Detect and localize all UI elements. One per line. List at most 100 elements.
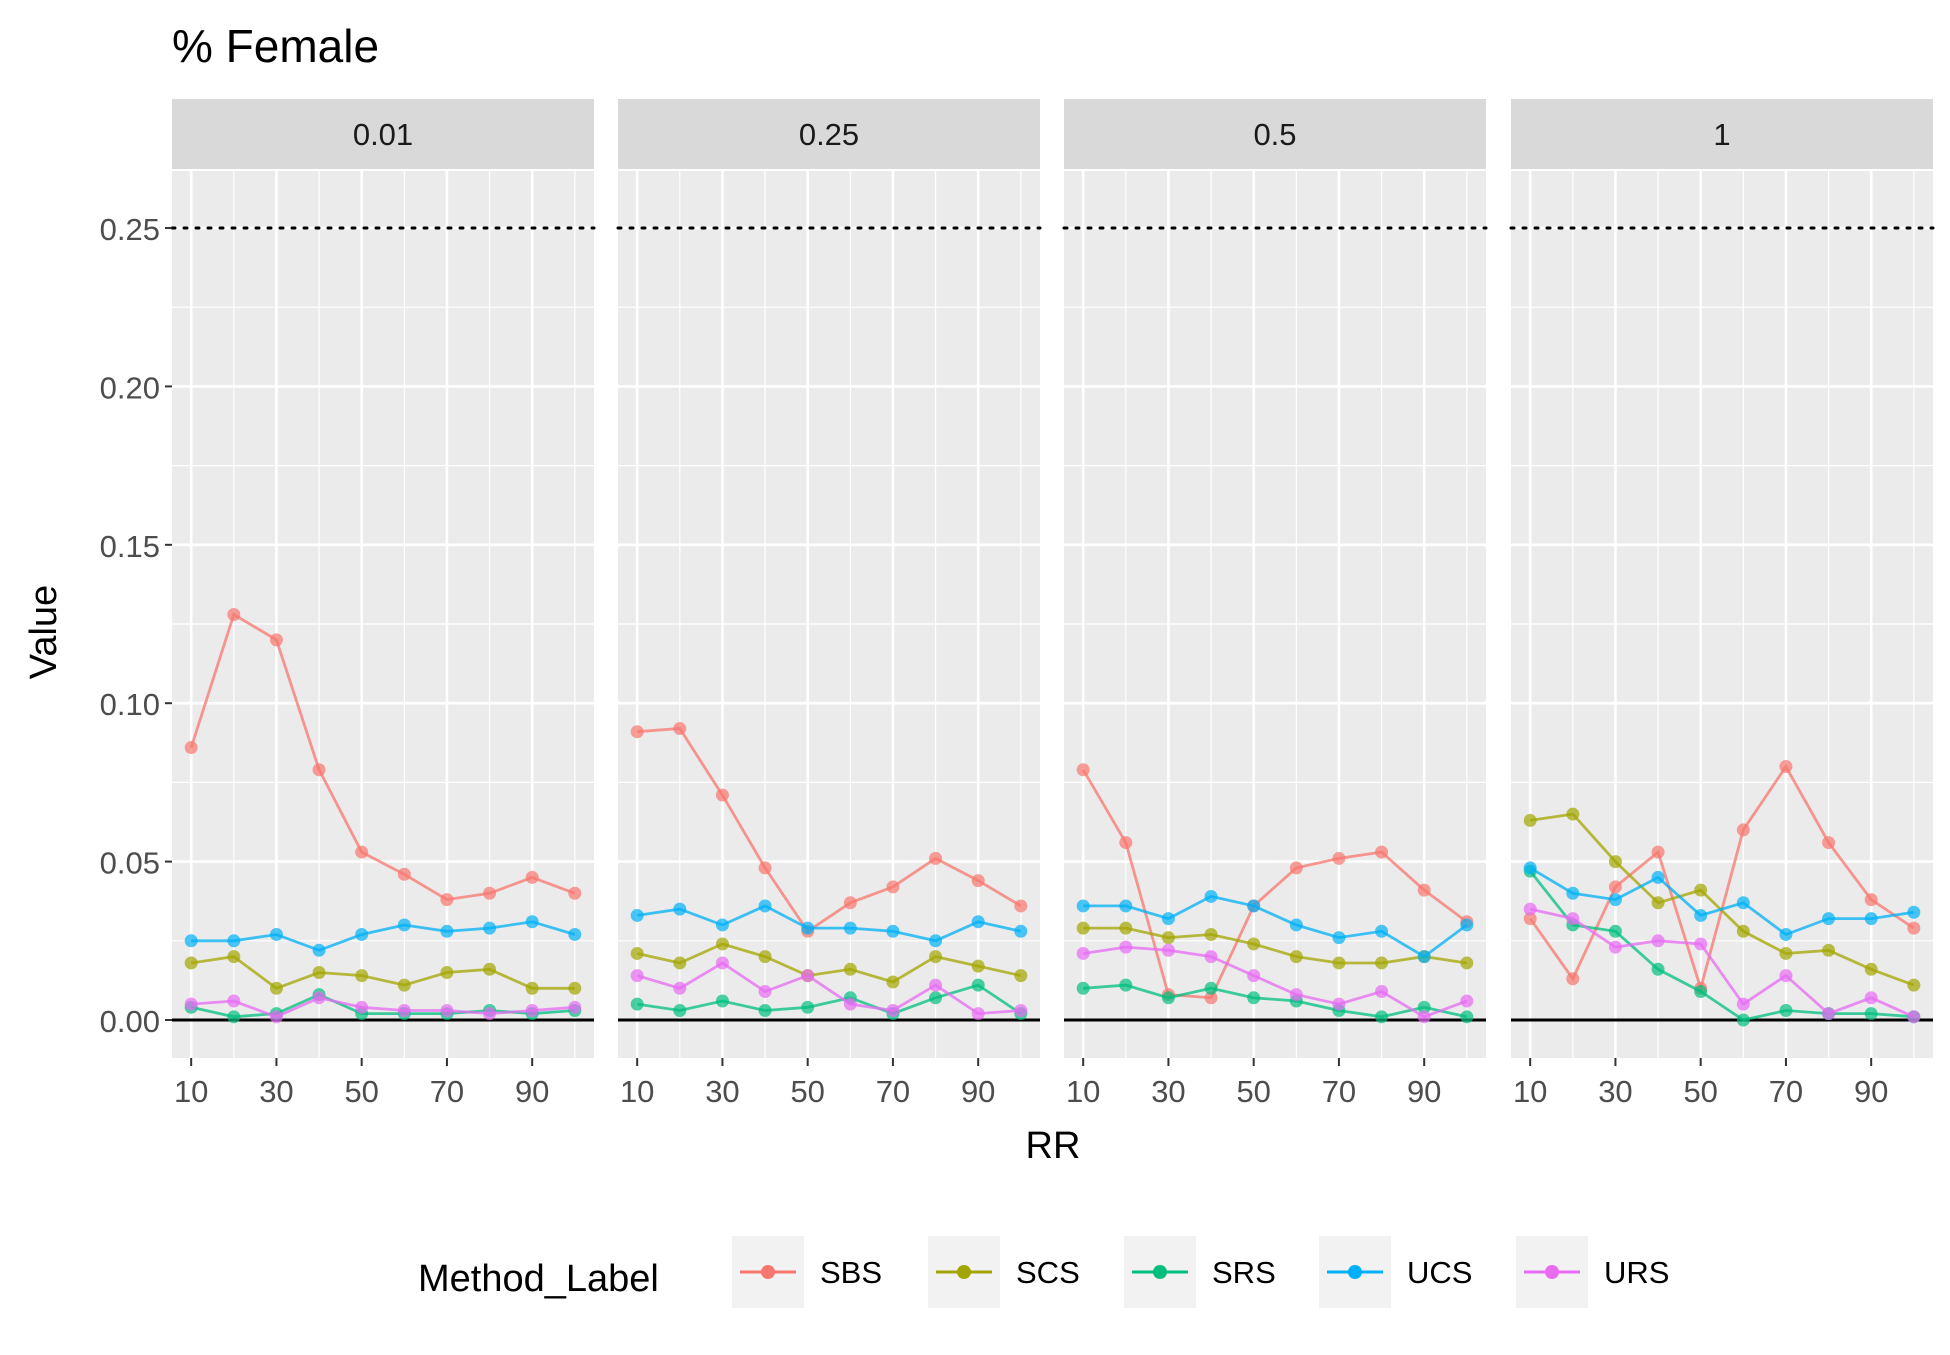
data-point-SCS	[568, 981, 582, 995]
x-tick-label: 50	[1236, 1074, 1270, 1109]
data-point-URS	[1694, 937, 1708, 951]
data-point-URS	[971, 1007, 985, 1021]
data-point-UCS	[184, 934, 198, 948]
data-point-SRS	[1119, 978, 1133, 992]
legend-key-point	[1348, 1265, 1362, 1279]
data-point-SCS	[843, 962, 857, 976]
data-point-URS	[1523, 902, 1537, 916]
series-line-URS	[1529, 907, 1915, 1019]
y-tick-label: 0.10	[100, 687, 160, 722]
data-point-URS	[312, 991, 326, 1005]
data-point-UCS	[758, 899, 772, 913]
data-point-SCS	[1779, 946, 1793, 960]
facet-panels: 0.01 10 30 50 70 90 0.25 10 30 50 70 90 0.5 10 30 50 70 9…	[170, 99, 1935, 1109]
legend: Method_Label SBS SCS SRS UCS URS	[418, 1236, 1669, 1308]
facet-panel-0_25: 0.25 10 30 50 70 90	[616, 99, 1042, 1109]
data-point-UCS	[1204, 889, 1218, 903]
data-point-URS	[715, 956, 729, 970]
data-point-SCS	[440, 965, 454, 979]
series-line-SCS	[636, 942, 1022, 984]
panel-background	[618, 171, 1040, 1058]
data-point-SCS	[1119, 921, 1133, 935]
data-point-URS	[1247, 969, 1261, 983]
data-point-SBS	[673, 722, 687, 736]
x-tick-label: 70	[876, 1074, 910, 1109]
facet-strip	[1064, 99, 1486, 169]
series-line-SRS	[1529, 870, 1914, 1022]
data-point-SBS	[843, 896, 857, 910]
data-point-SCS	[630, 946, 644, 960]
legend-label: SRS	[1212, 1255, 1276, 1290]
data-point-SRS	[630, 997, 644, 1011]
data-point-SRS	[1076, 981, 1090, 995]
data-point-UCS	[1523, 861, 1537, 875]
x-tick-label: 70	[430, 1074, 464, 1109]
data-point-SCS	[929, 950, 943, 964]
data-point-UCS	[801, 921, 815, 935]
data-point-SBS	[1907, 921, 1921, 935]
data-point-UCS	[355, 927, 369, 941]
y-axis-label: Value	[23, 585, 65, 679]
data-point-SCS	[1694, 883, 1708, 897]
data-point-SBS	[525, 870, 539, 884]
data-point-URS	[1736, 997, 1750, 1011]
data-point-SBS	[1864, 893, 1878, 907]
data-point-URS	[1119, 940, 1133, 954]
facet-strip	[618, 99, 1040, 169]
data-point-SBS	[1736, 823, 1750, 837]
data-point-SBS	[1566, 972, 1580, 986]
legend-item-URS: URS	[1516, 1236, 1669, 1308]
data-point-SBS	[971, 874, 985, 888]
legend-key-point	[1153, 1265, 1167, 1279]
data-point-SBS	[227, 608, 241, 621]
data-point-SRS	[1460, 1010, 1474, 1024]
data-point-SBS	[1417, 883, 1431, 897]
data-point-UCS	[1417, 950, 1431, 964]
y-tick-label: 0.25	[100, 212, 160, 247]
data-point-UCS	[1651, 870, 1665, 884]
data-point-UCS	[1566, 886, 1580, 900]
data-point-URS	[525, 1003, 539, 1017]
data-point-URS	[568, 1000, 582, 1014]
data-point-SCS	[269, 981, 283, 995]
data-point-UCS	[1161, 912, 1175, 926]
data-point-SCS	[886, 975, 900, 989]
data-point-SBS	[630, 725, 644, 739]
data-point-UCS	[1736, 896, 1750, 910]
series-line-URS	[1082, 945, 1468, 1019]
data-point-SBS	[269, 633, 283, 647]
data-point-SRS	[1779, 1003, 1793, 1017]
facet-strip-label: 0.01	[353, 117, 413, 152]
data-point-SRS	[673, 1003, 687, 1017]
data-point-SCS	[673, 956, 687, 970]
x-tick-label: 10	[620, 1074, 654, 1109]
series-line-SCS	[190, 955, 575, 990]
data-point-SCS	[1289, 950, 1303, 964]
y-tick-label: 0.00	[100, 1004, 160, 1039]
data-point-URS	[1332, 997, 1346, 1011]
data-point-SBS	[1651, 845, 1665, 859]
facet-panel-0_01: 0.01 10 30 50 70 90	[170, 99, 596, 1109]
data-point-SBS	[1076, 763, 1090, 777]
data-point-UCS	[971, 915, 985, 929]
data-point-URS	[886, 1003, 900, 1017]
data-point-UCS	[397, 918, 411, 932]
legend-item-SBS: SBS	[732, 1236, 882, 1308]
legend-label: UCS	[1407, 1255, 1472, 1290]
data-point-UCS	[1119, 899, 1133, 913]
data-point-URS	[397, 1003, 411, 1017]
facet-strip-label: 0.5	[1253, 117, 1296, 152]
data-point-SRS	[1694, 984, 1708, 998]
series-line-SBS	[1081, 768, 1468, 1000]
data-point-URS	[483, 1007, 497, 1021]
data-point-SCS	[1332, 956, 1346, 970]
data-point-SRS	[1161, 991, 1175, 1005]
data-point-URS	[1779, 969, 1793, 983]
series-line-UCS	[1529, 866, 1915, 937]
data-point-SCS	[1651, 896, 1665, 910]
data-point-SRS	[758, 1003, 772, 1017]
data-point-SRS	[929, 991, 943, 1005]
data-point-UCS	[1822, 912, 1836, 926]
legend-label: SBS	[820, 1255, 882, 1290]
data-point-SBS	[184, 741, 198, 755]
